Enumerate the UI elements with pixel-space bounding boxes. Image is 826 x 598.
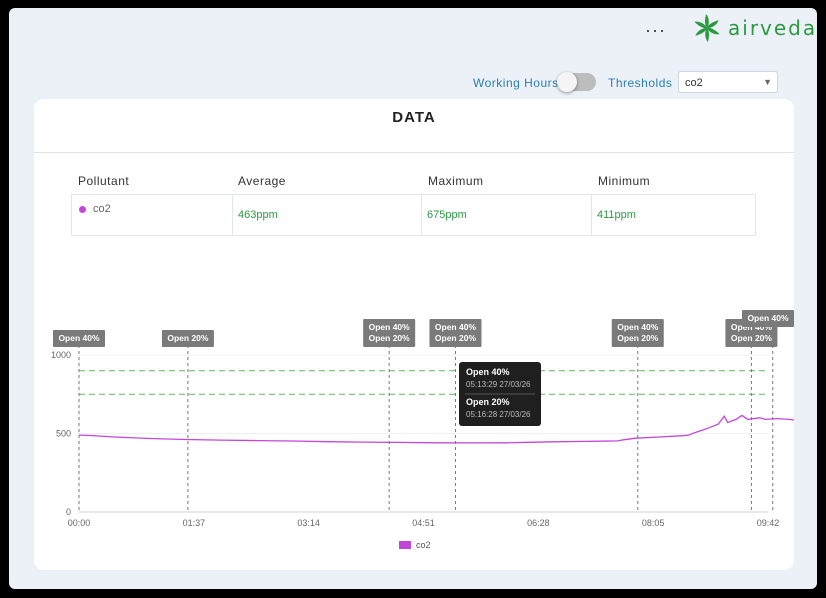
threshold-lines: [79, 370, 768, 395]
maximum-value: 675ppm: [427, 209, 467, 221]
y-axis-labels: 0 500 1000: [51, 350, 71, 517]
card-divider: [34, 152, 794, 153]
legend-swatch: [399, 541, 411, 549]
event-marker: Open 40%Open 20%: [611, 319, 664, 512]
series-layer: [78, 414, 794, 444]
x-tick-label: 01:37: [183, 518, 206, 528]
event-marker: Open 40%Open 20%: [429, 319, 482, 512]
y-tick-label: 1000: [51, 350, 71, 360]
event-label-text: Open 40%: [617, 322, 659, 332]
x-tick-label: 06:28: [527, 518, 550, 528]
data-card: DATA Pollutant Average Maximum Minimum c…: [34, 99, 794, 570]
x-tick-label: 08:05: [642, 518, 665, 528]
header-minimum: Minimum: [598, 174, 651, 188]
event-marker: Open 40%: [53, 330, 105, 512]
event-marker: Open 40%Open 20%: [363, 319, 416, 512]
card-title: DATA: [392, 109, 436, 126]
event-marker: Open 40%Open 20%: [725, 319, 778, 512]
tooltip-time: 05:13:29 27/03/26: [466, 380, 531, 389]
legend-label: co2: [416, 540, 431, 550]
event-label-box: [742, 310, 794, 327]
event-marker: Open 40%: [742, 310, 794, 512]
x-tick-label: 09:42: [757, 518, 780, 528]
more-options-icon[interactable]: ···: [645, 20, 666, 40]
header-average: Average: [238, 174, 286, 188]
x-axis-labels: 00:00 01:37 03:14 04:51 06:28 08:05 09:42: [68, 518, 780, 528]
cell-separator: [232, 195, 233, 235]
tooltip-label: Open 40%: [466, 367, 510, 377]
event-label-box: [363, 319, 416, 347]
header-maximum: Maximum: [428, 174, 484, 188]
controls-bar: Working Hours Thresholds co2 ▼: [9, 71, 817, 101]
event-label-text: Open 20%: [167, 333, 209, 343]
cell-separator: [591, 195, 592, 235]
event-markers: Open 40% Open 20%Open 40%Open 20%Open 40%…: [53, 310, 794, 512]
grid: [78, 354, 768, 513]
event-label-text: Open 20%: [369, 333, 411, 343]
app-frame: ··· airveda Working Hours Thresholds co2…: [9, 8, 817, 589]
x-tick-label: 03:14: [297, 518, 320, 528]
working-hours-label: Working Hours: [473, 76, 559, 90]
cell-separator: [421, 195, 422, 235]
event-label-box: [429, 319, 482, 347]
pollutant-color-dot: [79, 206, 86, 213]
series-line-co2: [78, 414, 794, 444]
y-tick-label: 0: [66, 507, 71, 517]
event-label-text: Open 20%: [731, 333, 773, 343]
x-tick-label: 04:51: [412, 518, 435, 528]
tooltip-time: 05:16:28 27/03/26: [466, 410, 531, 419]
average-value: 463ppm: [238, 209, 278, 221]
x-tick-label: 00:00: [68, 518, 91, 528]
pollutant-name: co2: [93, 203, 111, 215]
header-pollutant: Pollutant: [78, 174, 130, 188]
minimum-value: 411ppm: [597, 209, 636, 221]
legend[interactable]: co2: [399, 540, 431, 550]
event-label-text: Open 40%: [369, 322, 411, 332]
event-label-text: Open 40%: [747, 313, 789, 323]
pollutant-select[interactable]: co2 ▼: [678, 71, 778, 93]
pollutant-select-value: co2: [685, 77, 703, 89]
logo-text: airveda: [728, 16, 817, 40]
event-label-box: [611, 319, 664, 347]
thresholds-label[interactable]: Thresholds: [608, 76, 673, 90]
chart-tooltip: Open 40% 05:13:29 27/03/26 Open 20% 05:16:2…: [459, 362, 541, 426]
working-hours-toggle[interactable]: [557, 72, 596, 92]
event-label-box: [53, 330, 105, 347]
y-tick-label: 500: [56, 429, 71, 439]
airveda-logo: airveda: [692, 12, 817, 44]
event-label-box: [161, 330, 214, 347]
table-row: co2 463ppm 675ppm 411ppm: [71, 194, 756, 236]
event-label-text: Open 20%: [617, 333, 659, 343]
tooltip-label: Open 20%: [466, 397, 510, 407]
toggle-knob: [557, 72, 577, 92]
event-marker: Open 20%: [161, 330, 214, 512]
caret-down-icon: ▼: [763, 77, 772, 87]
event-label-text: Open 20%: [435, 333, 477, 343]
pinwheel-icon: [694, 14, 720, 42]
event-label-text: Open 40%: [435, 322, 477, 332]
event-label-text: Open 40%: [58, 333, 100, 343]
